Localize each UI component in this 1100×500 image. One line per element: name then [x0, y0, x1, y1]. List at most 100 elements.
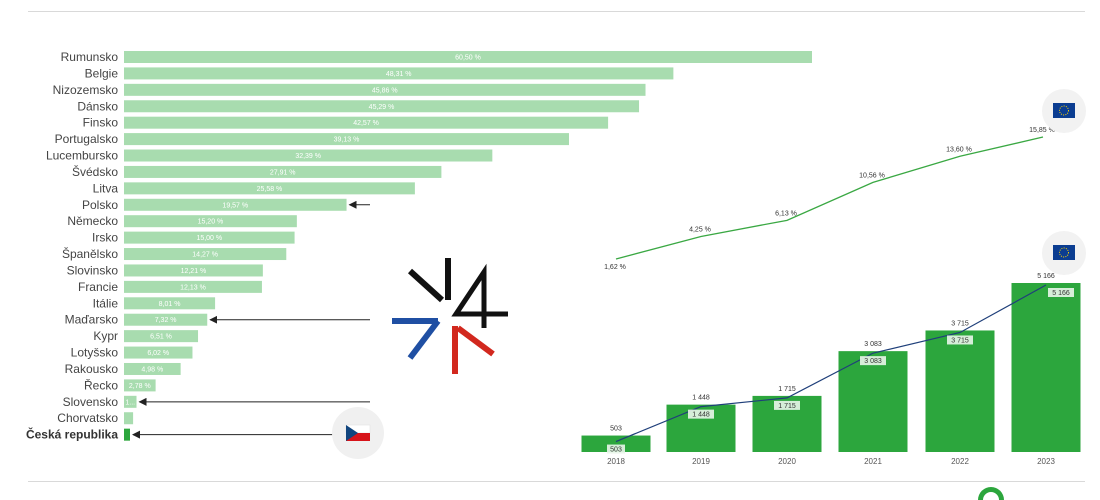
bar-total-label-3: 3 083: [864, 341, 882, 348]
year-bar-3: [838, 351, 908, 452]
category-label-2: Nizozemsko: [53, 83, 119, 97]
category-label-1: Belgie: [85, 66, 119, 80]
bar-18: [124, 346, 193, 359]
year-bar-0: [581, 435, 651, 452]
bar-0: [124, 51, 812, 63]
value-label-5: 39,13 %: [334, 137, 360, 144]
bar-2: [124, 83, 646, 96]
line-point-label-0: 1,62 %: [604, 264, 626, 271]
overlay-label-1: 1 448: [692, 412, 710, 419]
value-label-10: 15,20 %: [198, 219, 224, 226]
bar-8: [124, 182, 415, 195]
category-label-7: Švédsko: [72, 164, 118, 179]
eu-share-line: [615, 136, 1044, 260]
category-label-10: Německo: [67, 214, 118, 228]
category-label-22: Chorvatsko: [57, 411, 118, 425]
bottom-divider: [28, 481, 1085, 482]
category-label-18: Lotyšsko: [71, 346, 119, 360]
line-point-label-2: 6,13 %: [775, 210, 797, 217]
value-label-3: 45,29 %: [369, 104, 395, 111]
year-tick-0: 2018: [607, 457, 625, 466]
year-tick-3: 2021: [864, 457, 882, 466]
bar-4: [124, 116, 609, 129]
bar-3: [124, 100, 640, 113]
value-label-16: 7,32 %: [155, 317, 177, 324]
value-label-12: 14,27 %: [192, 252, 218, 259]
year-bar-4: [925, 330, 995, 452]
czech-flag-icon: [332, 407, 384, 459]
category-label-20: Řecko: [84, 377, 118, 392]
overlay-label-3: 3 083: [864, 358, 882, 365]
value-label-15: 8,01 %: [159, 301, 181, 308]
line-point-label-1: 4,25 %: [689, 226, 711, 233]
bar-23: [124, 428, 130, 441]
bar-6: [124, 149, 493, 162]
value-label-17: 6,51 %: [150, 334, 172, 341]
category-label-21: Slovensko: [63, 395, 119, 409]
category-label-11: Irsko: [92, 231, 118, 245]
bar-10: [124, 215, 297, 228]
year-tick-1: 2019: [692, 457, 710, 466]
bar-1: [124, 67, 674, 80]
top-divider: [28, 11, 1085, 12]
bar-9: [124, 198, 347, 211]
bar-16: [124, 313, 208, 326]
value-label-4: 42,57 %: [353, 120, 379, 127]
arrow-annotations: [132, 200, 370, 439]
value-label-7: 27,91 %: [270, 169, 296, 176]
category-label-16: Maďarsko: [65, 313, 119, 327]
bar-5: [124, 133, 569, 146]
category-label-3: Dánsko: [77, 99, 118, 113]
bar-total-label-0: 503: [610, 426, 622, 433]
category-label-19: Rakousko: [65, 362, 119, 376]
value-label-6: 32,39 %: [295, 153, 321, 160]
value-label-13: 12,21 %: [181, 268, 207, 275]
bar-19: [124, 362, 181, 375]
category-label-0: Rumunsko: [61, 50, 119, 64]
bar-15: [124, 297, 216, 310]
category-label-5: Portugalsko: [55, 132, 119, 146]
category-label-13: Slovinsko: [67, 263, 119, 277]
value-label-2: 45,86 %: [372, 87, 398, 94]
bar-total-label-4: 3 715: [951, 320, 969, 327]
bar-7: [124, 165, 442, 178]
value-label-18: 6,02 %: [147, 350, 169, 357]
category-label-9: Polsko: [82, 198, 118, 212]
category-label-8: Litva: [93, 181, 119, 195]
count-line: [615, 284, 1047, 443]
overlay-label-0: 503: [610, 447, 622, 454]
category-label-6: Lucembursko: [46, 149, 118, 163]
bar-21: [124, 395, 137, 408]
bar-total-label-5: 5 166: [1037, 273, 1055, 280]
bar-total-label-2: 1 715: [778, 386, 796, 393]
value-label-0: 60,50 %: [455, 55, 481, 62]
category-label-14: Francie: [78, 280, 118, 294]
corner-logo-icon: [978, 487, 1004, 500]
eu-share-line-chart: 1,62 % 4,25 % 6,13 % 10,56 % 13,60 % 15,85 %: [604, 127, 1055, 271]
bar-total-label-1: 1 448: [692, 395, 710, 402]
value-label-20: 2,78 %: [129, 383, 151, 390]
overlay-label-bg-0: [607, 444, 625, 454]
category-label-12: Španělsko: [62, 246, 118, 261]
value-label-14: 12,13 %: [180, 284, 206, 291]
bar-14: [124, 280, 262, 293]
overlay-label-bg-3: [860, 356, 886, 366]
category-label-15: Itálie: [93, 296, 119, 310]
overlay-label-bg-2: [774, 400, 800, 410]
v4-logo-icon: [392, 258, 508, 374]
bar-22: [124, 412, 134, 425]
value-label-11: 15,00 %: [196, 235, 222, 242]
overlay-label-5: 5 166: [1052, 290, 1070, 297]
value-label-21: 1...: [125, 399, 135, 406]
line-point-label-3: 10,56 %: [859, 172, 885, 179]
overlay-label-bg-4: [947, 335, 973, 345]
bar-17: [124, 330, 199, 343]
eu-flag-icon: [1042, 89, 1086, 133]
category-label-4: Finsko: [83, 116, 119, 130]
year-tick-5: 2023: [1037, 457, 1055, 466]
yearly-bar-chart: 503 2018 1 448 2019 1 715 2020 3 083 2021 3 715 2…: [581, 273, 1081, 466]
bar-20: [124, 379, 156, 392]
overlay-label-bg-1: [688, 409, 714, 419]
overlay-label-2: 1 715: [778, 403, 796, 410]
